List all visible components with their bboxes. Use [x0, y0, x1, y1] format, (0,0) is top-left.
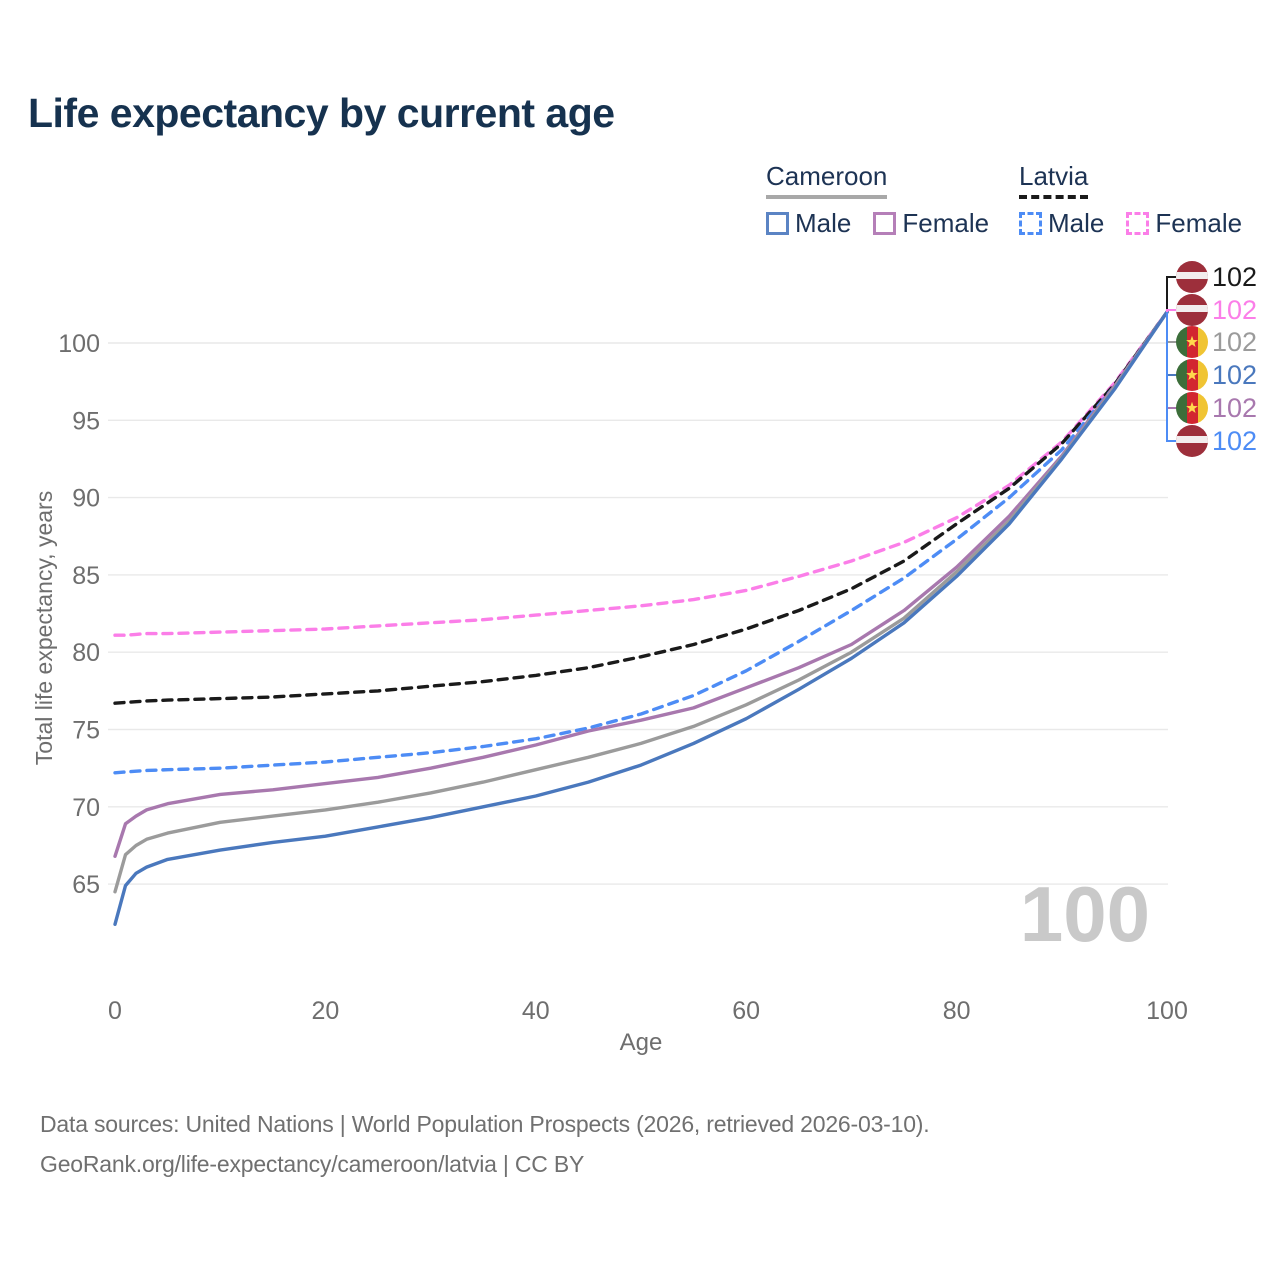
x-tick-100: 100: [1146, 997, 1188, 1025]
legend-swatch-latvia-male[interactable]: [1019, 211, 1042, 235]
y-tick-95: 95: [72, 407, 100, 435]
x-tick-0: 0: [108, 997, 122, 1025]
end-label-connector-4: [1166, 312, 1177, 409]
x-tick-20: 20: [311, 997, 339, 1025]
end-label-value-0: 102: [1212, 262, 1257, 292]
footer: Data sources: United Nations | World Pop…: [40, 1104, 930, 1184]
star-icon: [1186, 368, 1198, 380]
cameroon-flag-icon: [1176, 392, 1208, 424]
star-icon: [1186, 401, 1198, 413]
latvia-flag-icon: [1176, 294, 1208, 326]
star-icon: [1186, 335, 1198, 347]
legend-header-latvia: Latvia: [1019, 162, 1089, 199]
footer-sources: Data sources: United Nations | World Pop…: [40, 1111, 930, 1137]
latvia-flag-icon: [1176, 425, 1208, 457]
series-line-cameroon-female: [113, 310, 1169, 858]
footer-attribution: GeoRank.org/life-expectancy/cameroon/lat…: [40, 1151, 585, 1177]
end-label-value-1: 102: [1212, 295, 1257, 325]
page-title: Life expectancy by current age: [28, 90, 615, 136]
x-tick-60: 60: [732, 997, 760, 1025]
legend-header-cameroon: Cameroon: [766, 162, 888, 199]
series-line-latvia-female: [113, 310, 1169, 637]
legend-label-cameroon-female: Female: [902, 207, 990, 238]
latvia-flag-icon: [1176, 261, 1208, 293]
end-label-connector-1: [1166, 309, 1177, 313]
y-axis-title: Total life expectancy, years: [31, 491, 57, 765]
cameroon-flag-icon: [1176, 359, 1208, 391]
y-tick-65: 65: [72, 871, 100, 899]
x-tick-80: 80: [943, 997, 971, 1025]
y-tick-90: 90: [72, 485, 100, 513]
end-label-value-5: 102: [1212, 426, 1257, 456]
legend-label-latvia-male: Male: [1048, 207, 1105, 238]
series-line-cameroon-male: [113, 310, 1169, 926]
x-tick-40: 40: [522, 997, 550, 1025]
age-watermark: 100: [1020, 870, 1150, 958]
cameroon-flag-icon: [1176, 326, 1208, 358]
series-line-latvia-male: [113, 310, 1169, 775]
y-tick-80: 80: [72, 639, 100, 667]
end-label-connector-5: [1166, 312, 1177, 442]
legend-group-cameroon: Cameroon Male Female: [766, 162, 1011, 239]
life-expectancy-chart: 65 70 75 80 85 90 95 100 100 0 20 40 60 80 100 Age Total…: [31, 261, 1257, 1056]
legend-group-latvia: Latvia Male Female: [1019, 162, 1264, 239]
legend-swatch-cameroon-male[interactable]: [766, 211, 789, 235]
legend-swatch-latvia-female[interactable]: [1126, 211, 1150, 235]
series-line-latvia-both-sexes: [113, 310, 1169, 705]
y-tick-75: 75: [72, 717, 100, 745]
series-line-cameroon-both-sexes: [113, 310, 1169, 894]
y-tick-85: 85: [72, 562, 100, 590]
legend-label-cameroon-male: Male: [795, 207, 852, 238]
y-tick-70: 70: [72, 794, 100, 822]
legend-swatch-cameroon-female[interactable]: [873, 211, 897, 235]
legend-label-latvia-female: Female: [1155, 207, 1243, 238]
y-tick-100: 100: [58, 330, 100, 358]
end-label-value-2: 102: [1212, 327, 1257, 357]
x-axis-title: Age: [620, 1029, 663, 1056]
end-label-connector-0: [1166, 276, 1177, 313]
end-label-connector-3: [1166, 312, 1177, 376]
end-label-connector-2: [1166, 312, 1177, 343]
end-label-value-3: 102: [1212, 360, 1257, 390]
end-label-value-4: 102: [1212, 393, 1257, 423]
